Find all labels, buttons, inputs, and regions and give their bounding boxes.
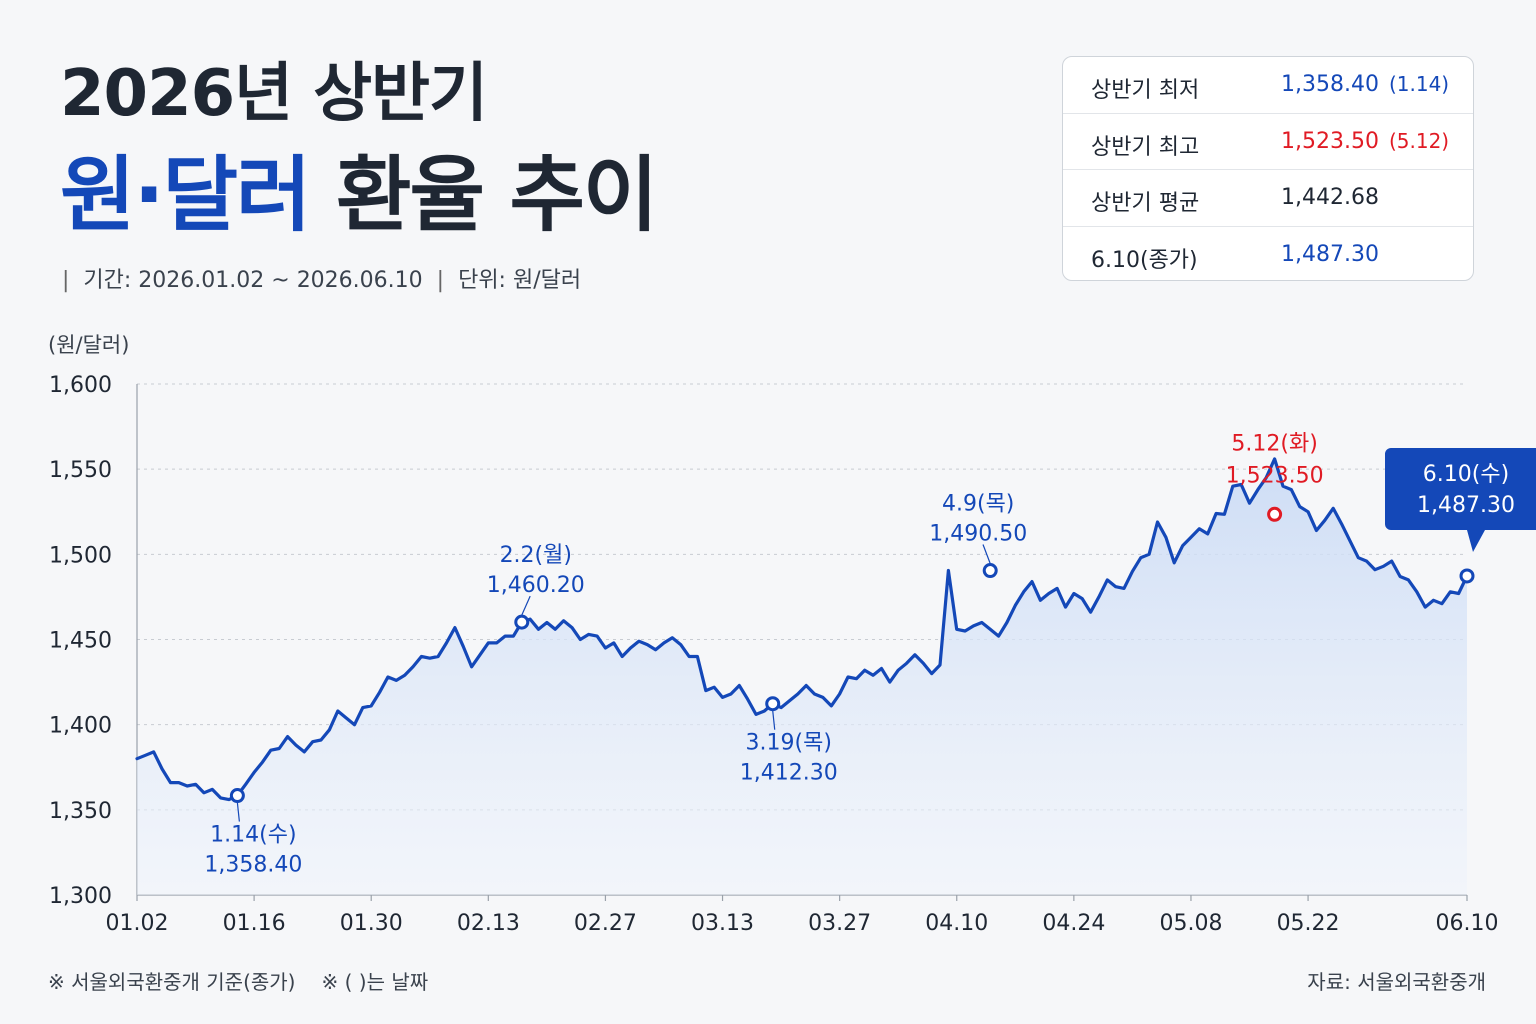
subtitle: | 기간: 2026.01.02 ~ 2026.06.10 | 단위: 원/달러 <box>62 262 581 294</box>
latest-callout-box <box>1385 447 1536 552</box>
x-tick-label: 06.10 <box>1436 911 1499 936</box>
annotation-date: 4.9(목) <box>942 492 1014 517</box>
annotation-value: 1,412.30 <box>740 761 838 786</box>
footnote-basis: ※ 서울외국환중개 기준(종가) <box>48 970 296 994</box>
summary-row-avg: 상반기 평균 1,442.68 <box>1063 170 1473 227</box>
rate-line <box>135 457 1469 802</box>
y-axis-title: (원/달러) <box>48 333 129 357</box>
x-tick-label: 01.02 <box>106 911 169 936</box>
annotation-date: 5.12(화) <box>1231 431 1317 456</box>
annotation-leader <box>982 544 991 564</box>
summary-value: 1,442.68 <box>1281 185 1379 210</box>
subtitle-divider: | <box>436 268 445 293</box>
high-point-marker <box>1267 506 1283 522</box>
x-tick-label: 03.27 <box>808 911 871 936</box>
summary-value: 1,523.50 (5.12) <box>1281 129 1449 154</box>
page-title-line2: 원·달러 환율 추이 <box>60 128 658 247</box>
footnote-date-note: ※ ( )는 날짜 <box>321 970 429 994</box>
y-tick-label: 1,300 <box>49 884 112 909</box>
title-rest: 환율 추이 <box>336 148 658 243</box>
x-tick-label: 04.10 <box>925 911 988 936</box>
annotation-date: 1.14(수) <box>210 823 296 848</box>
y-tick-label: 1,350 <box>49 799 112 824</box>
annotation-value: 1,490.50 <box>929 522 1027 547</box>
x-tick-label: 05.08 <box>1159 911 1222 936</box>
x-tick-label: 05.22 <box>1277 911 1340 936</box>
summary-row-min: 상반기 최저 1,358.40 (1.14) <box>1063 57 1473 114</box>
source-note: 자료: 서울외국환중개 <box>1307 970 1486 994</box>
period-label: 기간: 2026.01.02 ~ 2026.06.10 <box>83 268 423 293</box>
point-marker <box>514 614 530 630</box>
annotation-date: 2.2(월) <box>500 543 572 568</box>
point-marker <box>1459 568 1475 584</box>
annotation-leader <box>521 595 531 616</box>
annotation-leader <box>772 710 776 730</box>
summary-value: 1,358.40 (1.14) <box>1281 72 1449 97</box>
annotation-value: 1,523.50 <box>1226 463 1324 488</box>
summary-table: 상반기 최저 1,358.40 (1.14) 상반기 최고 1,523.50 (5.… <box>1062 56 1474 281</box>
annotation-date: 6.10(수) <box>1423 462 1509 487</box>
annotation-value: 1,460.20 <box>487 573 585 598</box>
annotation-leader <box>236 802 240 822</box>
y-tick-label: 1,400 <box>49 714 112 739</box>
summary-date: (1.14) <box>1388 72 1450 96</box>
point-marker <box>229 788 245 804</box>
x-tick-label: 01.16 <box>223 911 286 936</box>
y-tick-label: 1,600 <box>49 373 112 398</box>
point-marker <box>982 563 998 579</box>
summary-row-max: 상반기 최고 1,523.50 (5.12) <box>1063 114 1473 170</box>
summary-number: 1,358.40 <box>1281 72 1379 97</box>
summary-row-close: 6.10(종가) 1,487.30 <box>1063 227 1473 281</box>
summary-label: 6.10(종가) <box>1091 247 1198 273</box>
annotation-date: 3.19(목) <box>746 731 832 756</box>
x-tick-label: 02.27 <box>574 911 637 936</box>
summary-label: 상반기 평균 <box>1091 191 1200 216</box>
area-fill <box>137 458 1467 895</box>
y-tick-label: 1,450 <box>49 629 112 654</box>
x-tick-label: 03.13 <box>691 911 754 936</box>
summary-label: 상반기 최저 <box>1091 78 1200 103</box>
point-marker <box>765 696 781 712</box>
footnote: ※ 서울외국환중개 기준(종가) ※ ( )는 날짜 <box>48 966 428 995</box>
subtitle-divider: | <box>62 268 70 293</box>
summary-number: 1,523.50 <box>1281 128 1379 154</box>
unit-label: 단위: 원/달러 <box>458 268 582 293</box>
x-tick-label: 02.13 <box>457 911 520 936</box>
page-title-line1: 2026년 상반기 <box>60 57 488 131</box>
annotation-value: 1,487.30 <box>1417 493 1515 518</box>
x-tick-label: 04.24 <box>1042 911 1105 936</box>
y-tick-label: 1,550 <box>49 458 112 483</box>
summary-date: (5.12) <box>1388 128 1450 153</box>
y-tick-label: 1,500 <box>49 543 112 568</box>
x-tick-label: 01.30 <box>340 911 403 936</box>
annotation-value: 1,358.40 <box>204 853 302 878</box>
title-accent: 원·달러 <box>60 148 311 243</box>
summary-label: 상반기 최고 <box>1091 134 1200 160</box>
summary-value: 1,487.30 <box>1281 241 1379 267</box>
